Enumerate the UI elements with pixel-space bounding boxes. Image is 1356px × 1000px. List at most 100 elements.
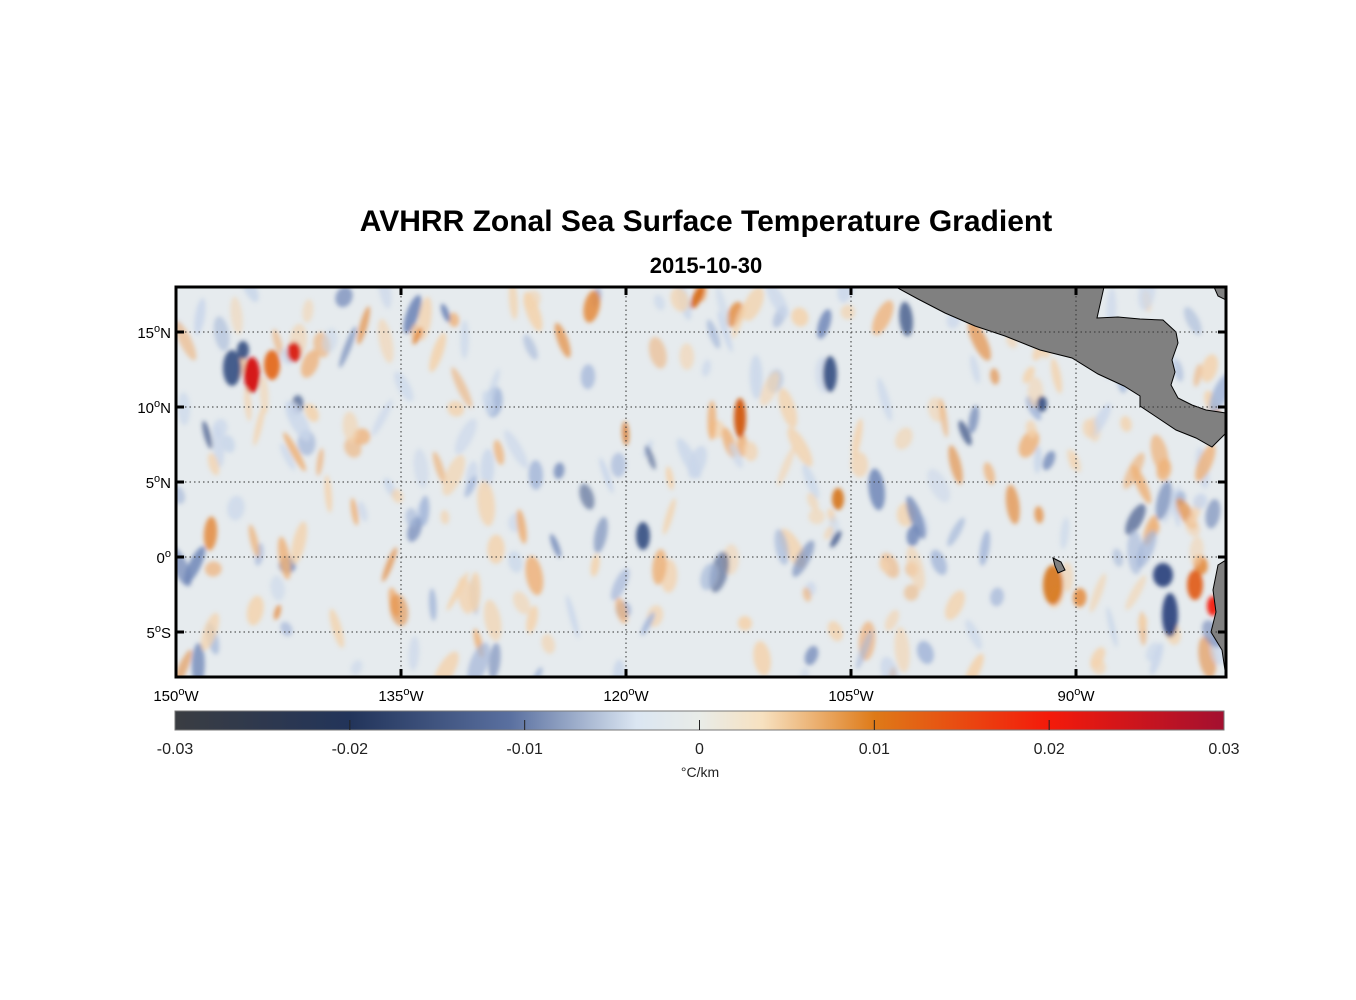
anomaly-patch — [872, 300, 894, 335]
lat-label: 0o — [157, 548, 171, 567]
map-panel: 15oN 10oN 5oN 0o 5oS 150oW 135oW 120oW 105oW 90o… — [137, 285, 1228, 705]
anomaly-patch — [1123, 452, 1145, 489]
anomaly-patch — [906, 495, 926, 540]
map-tick-marks — [174, 287, 1226, 677]
anomaly-patch — [823, 526, 834, 540]
anomaly-patch — [855, 630, 873, 670]
anomaly-patch — [968, 320, 991, 361]
colorbar-tick-label: -0.03 — [157, 741, 194, 758]
anomaly-patch — [507, 550, 523, 573]
anomaly-patch — [652, 549, 667, 585]
anomaly-patch — [469, 572, 481, 613]
anomaly-patch — [599, 457, 614, 494]
anomaly-patch — [948, 445, 963, 485]
anomaly-patch — [194, 298, 206, 336]
anomaly-patch — [1153, 563, 1173, 587]
anomaly-patch — [884, 609, 900, 631]
anomaly-patch — [287, 342, 301, 362]
anomaly-patch — [408, 636, 420, 671]
anomaly-patch — [533, 667, 543, 677]
anomaly-patch — [983, 462, 996, 485]
anomaly-patch — [759, 371, 780, 406]
anomaly-patch — [350, 497, 359, 526]
anomaly-patch — [1156, 458, 1172, 481]
anomaly-patch — [1089, 573, 1107, 613]
anomaly-patch — [223, 350, 241, 386]
anomaly-patch — [389, 593, 409, 627]
anomaly-patch — [377, 318, 394, 364]
anomaly-patch — [207, 452, 220, 476]
anomaly-patch — [413, 448, 429, 489]
anomaly-patch — [1112, 548, 1124, 567]
anomaly-patch — [1193, 363, 1203, 387]
anomaly-patch — [202, 420, 213, 450]
anomaly-patch — [176, 649, 192, 677]
colorbar: -0.03 -0.02 -0.01 0 0.01 0.02 0.03 — [157, 710, 1240, 758]
anomaly-patch — [792, 540, 815, 577]
anomaly-patch — [613, 659, 625, 677]
anomaly-patch — [419, 495, 430, 526]
anomaly-patch — [442, 454, 466, 496]
anomaly-patch — [583, 290, 601, 323]
anomaly-patch — [731, 300, 748, 339]
anomaly-patch — [1125, 503, 1146, 535]
anomaly-patch — [200, 612, 220, 651]
anomaly-patch — [381, 547, 398, 582]
colorbar-tick-label: 0.02 — [1034, 741, 1065, 758]
anomaly-patch — [840, 304, 856, 320]
anomaly-patch — [807, 492, 819, 511]
anomaly-patch — [899, 301, 913, 337]
anomaly-patch — [550, 533, 562, 558]
anomaly-patch — [894, 427, 913, 450]
lat-label: 5oN — [146, 473, 171, 492]
anomaly-patch — [1037, 396, 1047, 412]
anomaly-patch — [580, 364, 596, 390]
anomaly-patch — [1042, 450, 1056, 471]
anomaly-patch — [1187, 570, 1203, 600]
anomaly-patch — [1120, 416, 1132, 432]
anomaly-patch — [930, 549, 948, 576]
anomaly-patch — [737, 616, 753, 631]
anomaly-patch — [286, 403, 301, 419]
anomaly-patch — [753, 641, 771, 676]
colorbar-unit-label: °C/km — [680, 764, 720, 780]
anomaly-patch — [868, 468, 886, 511]
anomaly-patch — [653, 294, 665, 311]
anomaly-patch — [906, 546, 925, 591]
anomaly-patch — [244, 357, 260, 393]
anomaly-patch — [177, 392, 191, 426]
anomaly-patch — [1162, 593, 1178, 637]
anomaly-patch — [302, 299, 314, 323]
anomaly-patch — [817, 309, 832, 339]
anomaly-patch — [670, 287, 689, 312]
anomaly-patch — [1005, 484, 1020, 525]
anomaly-patch — [832, 488, 844, 510]
anomaly-patch — [440, 510, 450, 525]
galapagos-islands — [1052, 557, 1066, 574]
anomaly-patch — [230, 296, 243, 335]
anomaly-patch — [1022, 366, 1035, 384]
anomaly-patch — [460, 320, 470, 359]
anomaly-patch — [1025, 420, 1037, 439]
anomaly-patch — [447, 400, 465, 417]
anomaly-patch — [1043, 565, 1063, 605]
colorbar-ticks: -0.03 -0.02 -0.01 0 0.01 0.02 0.03 — [157, 720, 1240, 758]
anomaly-patch — [621, 421, 630, 446]
anomaly-patch — [440, 303, 451, 323]
colorbar-tick-label: -0.02 — [332, 741, 369, 758]
colorbar-tick-label: 0.01 — [859, 741, 890, 758]
anomaly-patch — [939, 398, 949, 438]
anomaly-patch — [1106, 607, 1118, 648]
south-america-landmass — [1210, 559, 1226, 677]
anomaly-patch — [203, 516, 218, 551]
anomaly-patch — [464, 475, 477, 498]
anomaly-patch — [648, 336, 667, 369]
anomaly-patch — [823, 356, 837, 392]
colorbar-tick-label: 0.03 — [1208, 741, 1239, 758]
anomaly-patch — [279, 443, 296, 471]
anomaly-patch — [512, 591, 531, 615]
anomaly-patch — [446, 572, 469, 611]
anomaly-patch — [488, 642, 501, 677]
anomaly-patch — [636, 522, 650, 550]
